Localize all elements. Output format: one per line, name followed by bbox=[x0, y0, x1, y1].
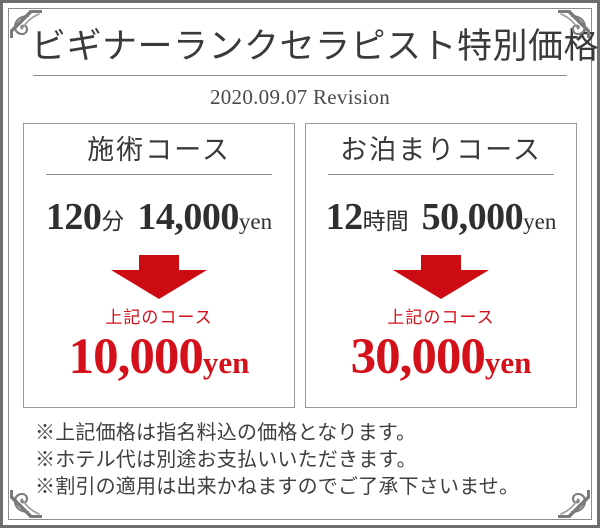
course-card-treatment: 施術コース 120分 14,000yen 上記のコース 10,000yen bbox=[23, 123, 295, 409]
page-title: ビギナーランクセラピスト特別価格 bbox=[31, 27, 600, 66]
course-price-value: 50,000 bbox=[421, 195, 524, 238]
course-name: 施術コース bbox=[87, 135, 231, 166]
poster-header: ビギナーランクセラピスト特別価格 2020.09.07 Revision bbox=[19, 15, 600, 110]
sale-price-unit: yen bbox=[202, 344, 250, 380]
course-price-value: 14,000 bbox=[137, 195, 239, 238]
course-card-overnight: お泊まりコース 12時間 50,000yen 上記のコース 30,000yen bbox=[305, 123, 577, 409]
course-list: 施術コース 120分 14,000yen 上記のコース 10,000yen お泊ま… bbox=[19, 123, 581, 409]
down-arrow-icon bbox=[32, 253, 286, 301]
footnotes: ※上記価格は指名料込の価格となります。 ※ホテル代は別途お支払いいただきます。 … bbox=[19, 420, 581, 501]
poster-inner-frame: ビギナーランクセラピスト特別価格 2020.09.07 Revision 施術コ… bbox=[8, 8, 600, 520]
course-duration-value: 120 bbox=[45, 195, 102, 238]
course-duration-unit: 時間 bbox=[362, 208, 409, 234]
down-arrow-icon bbox=[314, 253, 568, 301]
footnote-line: ※上記価格は指名料込の価格となります。 bbox=[35, 422, 417, 445]
sale-price-unit: yen bbox=[484, 344, 532, 380]
title-divider bbox=[33, 75, 567, 77]
course-title-divider bbox=[328, 173, 554, 175]
course-price-unit: yen bbox=[523, 208, 557, 234]
course-duration-value: 12 bbox=[325, 195, 364, 238]
sale-price-value: 30,000 bbox=[350, 328, 486, 385]
course-title-divider bbox=[46, 173, 272, 175]
sale-price-value: 10,000 bbox=[68, 328, 204, 385]
sale-note: 上記のコース bbox=[105, 307, 213, 327]
course-price-unit: yen bbox=[238, 208, 273, 234]
course-name: お泊まりコース bbox=[340, 135, 542, 166]
sale-price-row: 30,000yen bbox=[314, 328, 568, 386]
revision-date: 2020.09.07 Revision bbox=[209, 85, 391, 110]
footnote-line: ※ホテル代は別途お支払いいただきます。 bbox=[35, 449, 417, 472]
sale-note: 上記のコース bbox=[387, 307, 495, 327]
course-duration-unit: 分 bbox=[101, 208, 125, 234]
original-price-row: 120分 14,000yen bbox=[32, 195, 286, 239]
footnote-line: ※割引の適用は出来かねますのでご了承下さいませ。 bbox=[35, 476, 520, 499]
original-price-row: 12時間 50,000yen bbox=[314, 195, 568, 239]
sale-price-row: 10,000yen bbox=[32, 328, 286, 386]
